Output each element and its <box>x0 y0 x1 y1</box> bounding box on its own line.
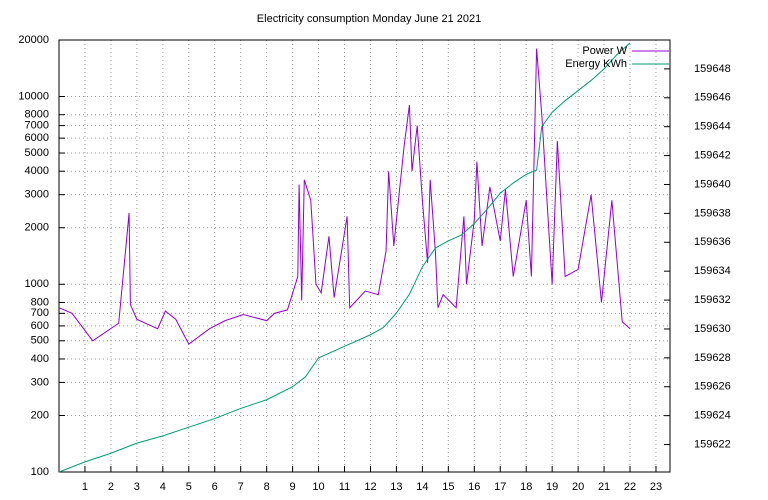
y2-tick-label: 159638 <box>694 207 731 219</box>
y-tick-label: 500 <box>31 335 49 347</box>
x-tick-label: 11 <box>339 481 350 493</box>
plot-frame <box>58 39 671 473</box>
y-tick-label: 200 <box>31 409 49 421</box>
y-tick-label: 7000 <box>25 120 49 132</box>
x-tick-label: 13 <box>390 481 402 493</box>
y2-tick-label: 159646 <box>694 92 731 104</box>
x-tick-label: 15 <box>442 481 454 493</box>
chart-title: Electricity consumption Monday June 21 2… <box>257 13 481 25</box>
y-tick-label: 800 <box>31 296 49 308</box>
x-tick-label: 4 <box>160 481 166 493</box>
data-line <box>58 48 631 345</box>
y-tick-label: 10000 <box>18 90 49 102</box>
y2-tick-label: 159622 <box>694 438 731 450</box>
x-tick-label: 2 <box>108 481 114 493</box>
y2-tick-label: 159642 <box>694 149 731 161</box>
y-tick-label: 100 <box>31 466 49 478</box>
y2-tick-label: 159648 <box>694 63 731 75</box>
x-tick-label: 8 <box>264 481 270 493</box>
y2-tick-label: 159636 <box>694 236 731 248</box>
y2-tick-label: 159628 <box>694 352 731 364</box>
x-tick-label: 10 <box>312 481 324 493</box>
y-tick-label: 400 <box>31 353 49 365</box>
x-tick-label: 16 <box>468 481 480 493</box>
x-tick-label: 9 <box>290 481 296 493</box>
y2-tick-label: 159624 <box>694 410 731 422</box>
y-tick-label: 8000 <box>25 109 49 121</box>
x-tick-label: 6 <box>212 481 218 493</box>
data-line <box>58 42 631 473</box>
x-tick-label: 23 <box>650 481 662 493</box>
y2-tick-label: 159644 <box>694 121 731 133</box>
y-tick-label: 4000 <box>25 165 49 177</box>
y-tick-label: 20000 <box>18 34 49 46</box>
y2-tick-label: 159632 <box>694 294 731 306</box>
y2-tick-label: 159626 <box>694 381 731 393</box>
y-tick-label: 2000 <box>25 222 49 234</box>
y-tick-label: 6000 <box>25 132 49 144</box>
x-tick-label: 21 <box>598 481 610 493</box>
y-tick-label: 300 <box>31 376 49 388</box>
y2-tick-label: 159630 <box>694 323 731 335</box>
x-tick-label: 18 <box>520 481 532 493</box>
y-tick-label: 1000 <box>25 278 49 290</box>
y-tick-label: 600 <box>31 320 49 332</box>
y2-tick-label: 159640 <box>694 178 731 190</box>
y-tick-label: 3000 <box>25 189 49 201</box>
legend-label: Energy KWh <box>565 58 627 70</box>
x-tick-label: 14 <box>416 481 428 493</box>
x-tick-label: 12 <box>364 481 376 493</box>
y-tick-label: 700 <box>31 307 49 319</box>
x-tick-label: 20 <box>572 481 584 493</box>
x-tick-label: 3 <box>134 481 140 493</box>
y-tick-label: 5000 <box>25 147 49 159</box>
x-tick-label: 19 <box>546 481 558 493</box>
legend-label: Power W <box>582 45 627 57</box>
x-tick-label: 5 <box>186 481 192 493</box>
x-tick-label: 22 <box>624 481 636 493</box>
y2-tick-label: 159634 <box>694 265 731 277</box>
x-tick-label: 7 <box>238 481 244 493</box>
x-tick-label: 17 <box>494 481 506 493</box>
x-tick-label: 1 <box>82 481 88 493</box>
